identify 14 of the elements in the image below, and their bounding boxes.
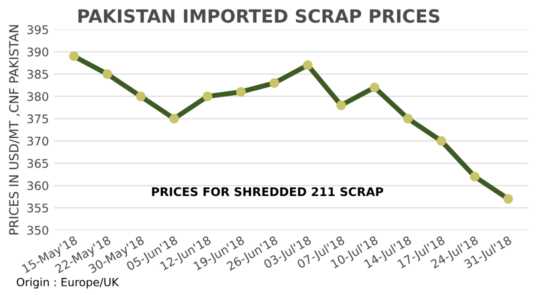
y-tick-label: 365 (27, 158, 48, 168)
y-tick-label: 375 (27, 114, 48, 124)
annotation: PRICES FOR SHREDDED 211 SCRAP (152, 187, 384, 196)
y-tick-label: 360 (27, 181, 48, 190)
y-tick-label: 380 (27, 92, 48, 102)
y-tick-label: 390 (27, 48, 48, 56)
y-axis-title: PRICES IN USD/MT ,CNF PAKISTAN (9, 25, 20, 234)
y-tick-label: 350 (27, 226, 48, 235)
y-tick-label: 370 (27, 136, 48, 146)
text: Origin : Europe/UK (16, 278, 120, 288)
y-tick-label: 385 (27, 70, 48, 79)
y-tick-label: 395 (27, 25, 48, 34)
y-tick-label: 355 (27, 204, 48, 212)
chart-title: PAKISTAN IMPORTED SCRAP PRICES (78, 9, 440, 23)
